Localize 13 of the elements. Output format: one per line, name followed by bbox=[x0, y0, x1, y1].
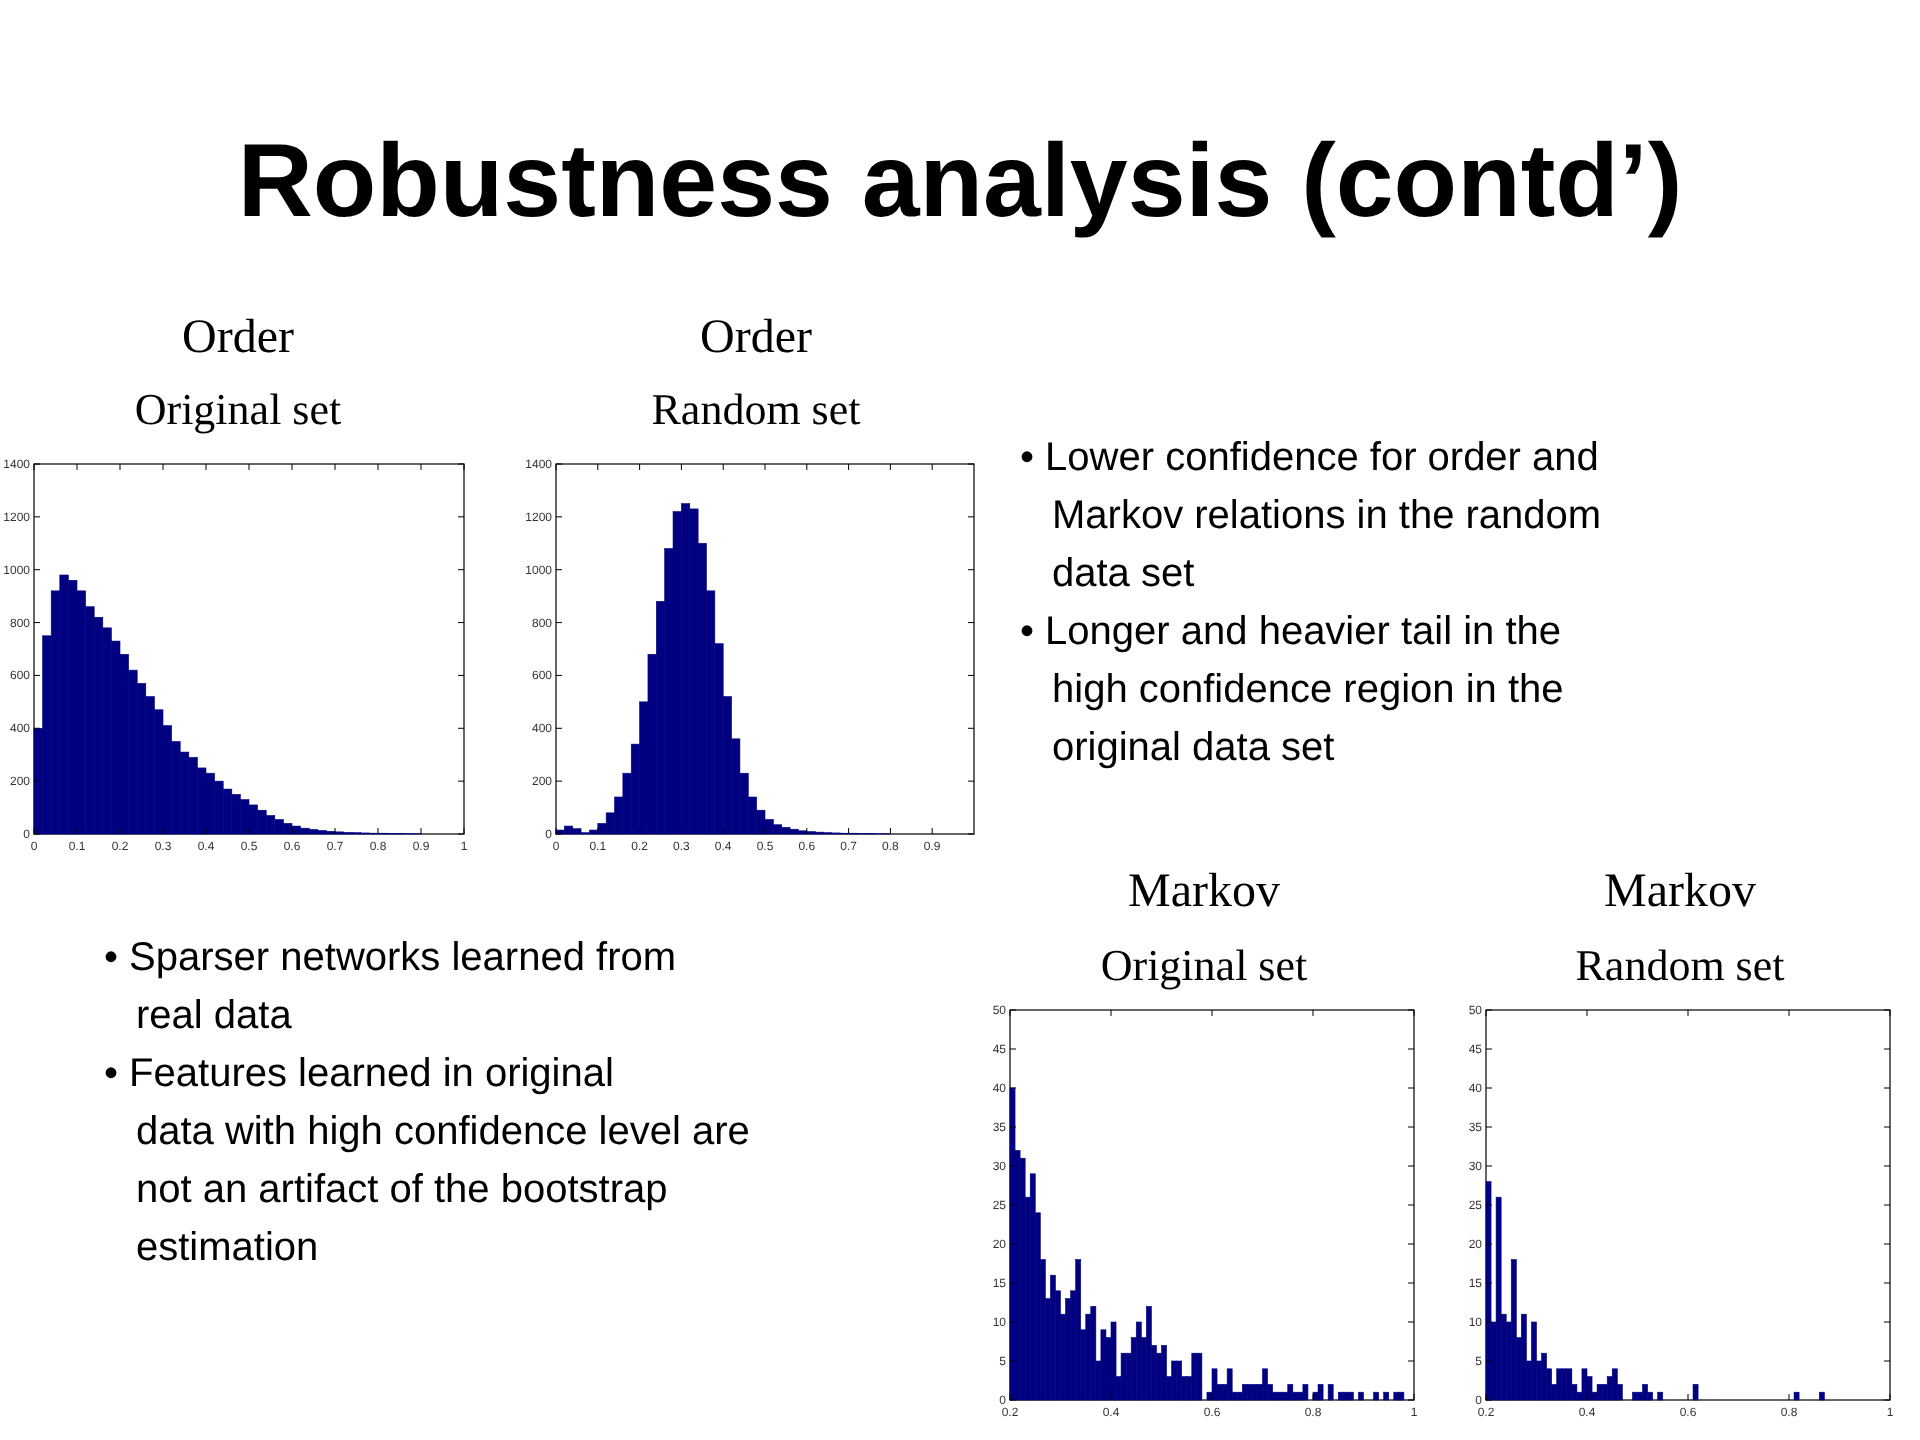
text: • Lower confidence for order and Markov relations in the random data set bbox=[1020, 436, 1602, 596]
chart-title: Markov bbox=[1128, 866, 1280, 918]
chart-subtitle: Random set bbox=[1575, 940, 1785, 990]
chart-subtitle: Original set bbox=[134, 384, 342, 434]
chart-subtitle: Random set bbox=[651, 384, 861, 434]
text: • Features learned in original data with high confidence level are not an artifact of the bootstrap estimation bbox=[104, 1052, 750, 1270]
text: • Sparser networks learned from real data bbox=[104, 936, 677, 1038]
chart-subtitle: Original set bbox=[1100, 940, 1308, 990]
chart-title: Order bbox=[700, 312, 812, 364]
text: Robustness analysis (contd’) bbox=[237, 124, 1683, 240]
chart-title: Markov bbox=[1604, 866, 1756, 918]
text: • Longer and heavier tail in the high confidence region in the original data set bbox=[1020, 610, 1564, 770]
chart-title: Order bbox=[182, 312, 294, 364]
